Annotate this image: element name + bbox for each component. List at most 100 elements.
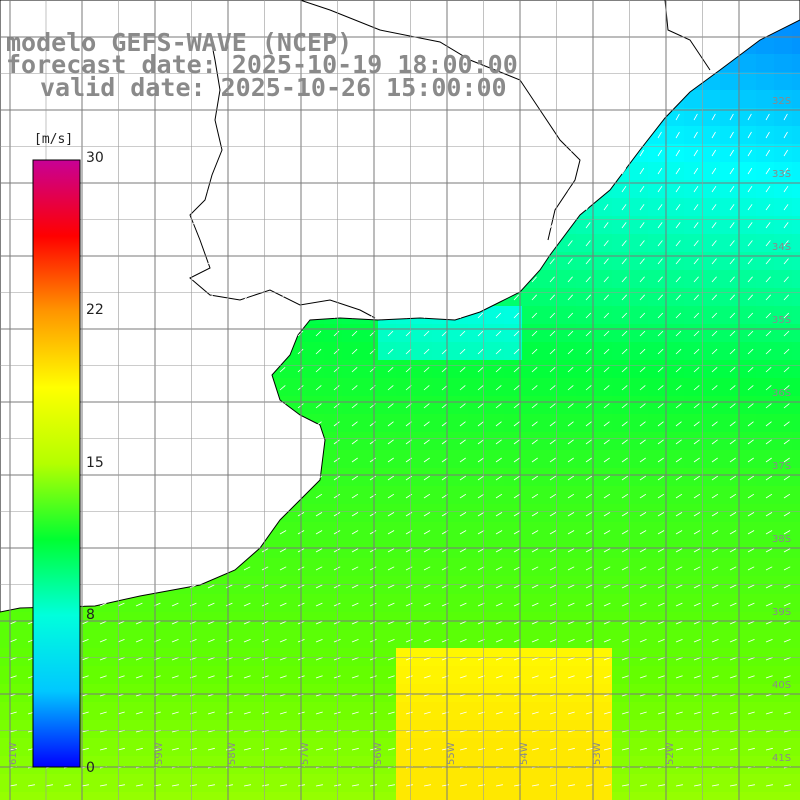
wind-arrow [135,149,141,157]
wind-arrow [783,566,791,571]
wind-arrow [135,530,143,535]
wind-arrow [459,276,465,283]
wind-arrow [9,675,17,679]
wind-arrow [369,185,375,193]
wind-arrow [279,294,285,301]
wind-arrow [531,747,539,751]
river-uruguay [189,34,376,319]
wind-arrow [99,657,107,661]
wind-arrow [675,385,682,391]
wind-arrow [333,566,341,571]
wind-arrow [441,784,449,787]
wind-arrow [729,294,735,301]
wind-arrow [549,675,557,679]
wind-arrow [531,294,537,301]
wind-arrow [261,512,269,517]
wind-arrow [207,385,214,391]
wind-arrow [639,367,646,373]
wind-arrow [639,620,647,625]
wind-arrow [279,457,286,463]
wind-arrow [243,457,250,463]
wind-arrow [729,131,734,139]
wind-arrow [315,457,322,463]
wind-arrow [621,711,629,715]
wind-arrow [549,530,557,535]
border-line [299,0,581,241]
wind-arrow [531,548,539,553]
wind-arrow [657,493,665,499]
wind-arrow [693,258,699,265]
wind-arrow [369,548,377,553]
wind-arrow [351,240,357,247]
wind-arrow [333,530,341,535]
wind-arrow [9,512,17,517]
wind-arrow [315,657,323,661]
wind-arrow [477,131,482,139]
wind-arrow [387,548,395,553]
wind-arrow [315,439,322,445]
wind-arrow [603,747,611,751]
wind-arrow [621,602,629,607]
wind-arrow [675,493,683,499]
wind-arrow [513,113,518,121]
wind-arrow [225,747,233,751]
wind-arrow [117,385,124,391]
wind-arrow [513,312,520,319]
wind-arrow [279,784,287,787]
wind-arrow [99,475,107,481]
wind-arrow [783,258,789,265]
wind-arrow [81,747,89,751]
wind-arrow [387,439,394,445]
wind-arrow [171,149,177,157]
wind-arrow [549,711,557,715]
wind-arrow [405,584,413,589]
wind-arrow [117,367,124,373]
wind-arrow [657,457,664,463]
wind-arrow [765,131,770,139]
wind-arrow [315,312,322,319]
wind-arrow [261,675,269,679]
wind-arrow [225,512,233,517]
wind-arrow [675,548,683,553]
wind-arrow [405,276,411,283]
wind-arrow [405,149,411,157]
wind-arrow [567,747,575,751]
wind-arrow [189,222,195,229]
wind-arrow [477,421,484,427]
wind-arrow [567,367,574,373]
wind-arrow [189,204,195,211]
wind-arrow [315,548,323,553]
wind-arrow [585,512,593,517]
wind-arrow [549,512,557,517]
wind-arrow [333,294,339,301]
wind-arrow [495,620,503,625]
wind-arrow [243,439,250,445]
wind-arrow [171,240,177,247]
wind-arrow [621,475,629,481]
wind-arrow [729,675,737,679]
wind-arrow [765,312,772,319]
wind-arrow [459,348,466,355]
wind-arrow [351,421,358,427]
wind-arrow [783,222,789,229]
wind-arrow [243,566,251,571]
wind-arrow [243,639,251,643]
wind-arrow [567,493,575,499]
wind-arrow [207,367,214,373]
land-mask [0,0,800,613]
wind-arrow [459,602,467,607]
wind-arrow [765,367,772,373]
wind-arrow [189,258,195,265]
wind-arrow [387,149,393,157]
lon-label: 52W [665,742,676,765]
wind-arrow [387,675,395,679]
wind-arrow [549,131,554,139]
wind-arrow [243,548,251,553]
wind-arrow [783,312,790,319]
wind-arrow [27,294,33,301]
wind-arrow [567,675,575,679]
wind-arrow [261,602,269,607]
wind-arrow [783,385,790,391]
wind-arrow [135,385,142,391]
wind-arrow [729,530,737,535]
